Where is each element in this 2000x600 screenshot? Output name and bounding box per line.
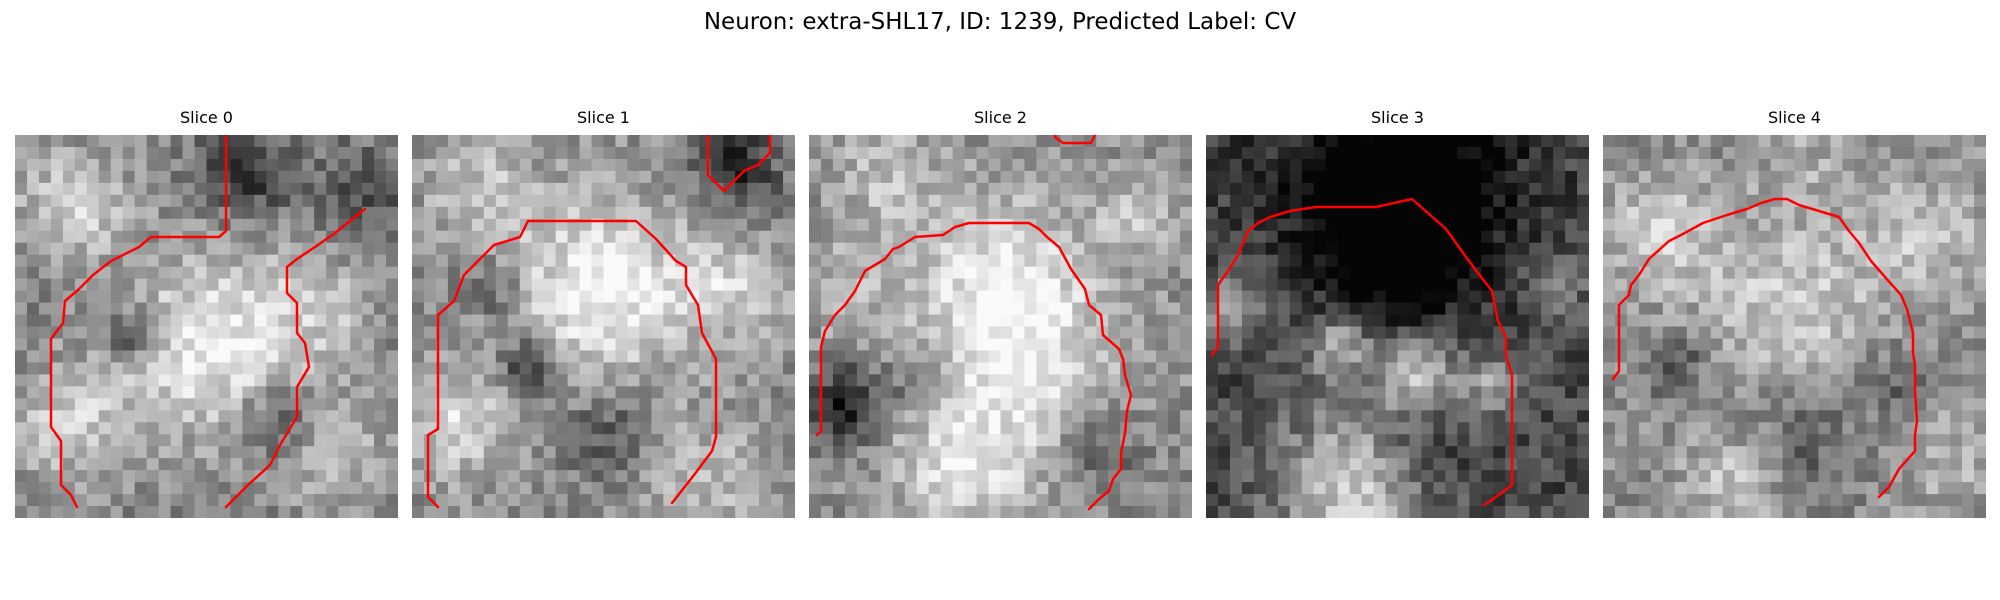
slice-image (1206, 135, 1589, 518)
slice-image (15, 135, 398, 518)
slice-image (1603, 135, 1986, 518)
segmentation-contour (426, 219, 718, 509)
slice-panel-2: Slice 2 (809, 108, 1192, 518)
segmentation-contour (1210, 197, 1514, 507)
slice-image (412, 135, 795, 518)
slice-title: Slice 3 (1371, 108, 1424, 127)
slice-panel-0: Slice 0 (15, 108, 398, 518)
segmentation-contour (49, 135, 228, 509)
segmentation-contour (1611, 197, 1919, 499)
figure-title: Neuron: extra-SHL17, ID: 1239, Predicted… (703, 9, 1297, 35)
segmentation-contour (1053, 135, 1097, 145)
slice-image (809, 135, 1192, 518)
segmentation-contour (815, 221, 1133, 511)
segmentation-contour (224, 207, 367, 509)
slice-panel-4: Slice 4 (1603, 108, 1986, 518)
slice-panel-1: Slice 1 (412, 108, 795, 518)
slice-title: Slice 2 (974, 108, 1027, 127)
slice-title: Slice 0 (180, 108, 233, 127)
slice-panel-3: Slice 3 (1206, 108, 1589, 518)
slice-title: Slice 1 (577, 108, 630, 127)
segmentation-contour (706, 135, 772, 193)
slice-title: Slice 4 (1768, 108, 1821, 127)
